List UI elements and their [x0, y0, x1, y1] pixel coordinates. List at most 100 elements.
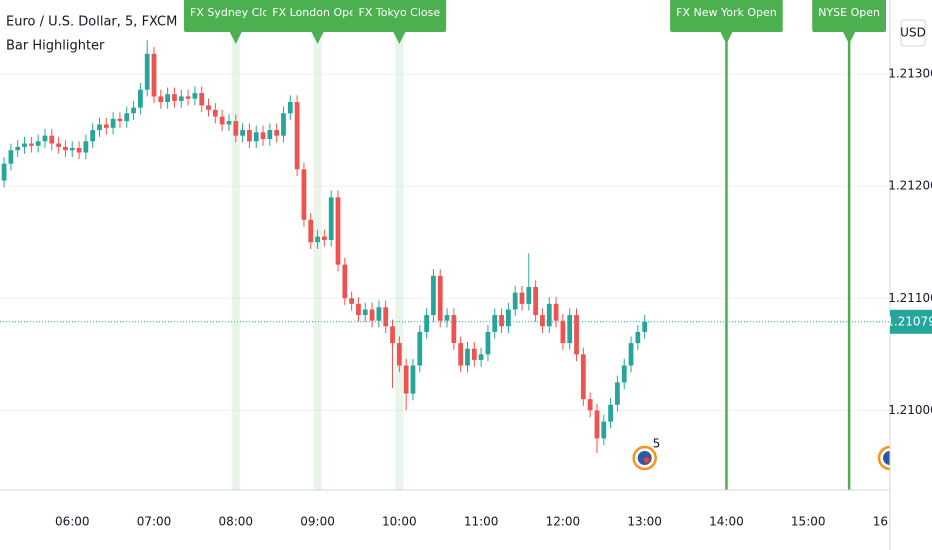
candle-body	[574, 315, 579, 355]
candle-body	[328, 197, 334, 240]
candle-body	[260, 132, 266, 140]
session-box	[266, 0, 369, 32]
session-band	[231, 40, 240, 490]
candle-body	[301, 169, 307, 220]
candle-body	[172, 94, 177, 101]
x-tick-label: 08:00	[218, 515, 253, 529]
candle-body	[158, 96, 164, 103]
price-axis-panel	[890, 0, 932, 550]
x-tick-label: 06:00	[55, 515, 90, 529]
candle-body	[63, 146, 68, 151]
x-tick-label: 09:00	[300, 515, 335, 529]
candle-body	[417, 331, 423, 366]
session-label: FX Sydney Close	[190, 6, 282, 19]
candle-body	[471, 348, 477, 360]
session-pointer	[843, 32, 856, 44]
candle-body	[42, 135, 48, 142]
session-pointer	[229, 32, 242, 44]
candle-body	[437, 275, 443, 321]
candle-body	[621, 365, 627, 383]
candle-body	[546, 303, 552, 327]
candle-body	[267, 130, 273, 140]
candle-body	[635, 331, 641, 344]
candle-body	[8, 150, 14, 164]
candle-body	[226, 121, 232, 125]
candle-body	[431, 275, 436, 316]
candle-body	[219, 116, 225, 125]
price-tag	[890, 309, 932, 334]
candle-body	[117, 118, 123, 122]
candle-body	[615, 382, 620, 405]
session-pointer	[393, 32, 406, 44]
candle-body	[28, 143, 34, 146]
candle-body	[349, 298, 355, 304]
candle-body	[492, 315, 498, 332]
candle-body	[151, 53, 157, 97]
candle-body	[390, 326, 395, 344]
candle-body	[628, 343, 634, 366]
candle-body	[485, 331, 491, 355]
candle-body	[362, 309, 368, 316]
candle-body	[294, 102, 300, 170]
candle-body	[206, 105, 211, 110]
candle-body	[465, 348, 470, 366]
session-box	[670, 0, 783, 32]
session-band	[313, 40, 322, 490]
candle-body	[512, 292, 518, 310]
session-box	[812, 0, 886, 32]
indicator-name: Bar Highlighter	[6, 39, 105, 54]
candle-body	[83, 141, 89, 153]
candle-body	[342, 264, 348, 299]
candles	[1, 40, 648, 453]
candle-body	[110, 118, 116, 128]
session-box	[352, 0, 447, 32]
candle-body	[451, 315, 457, 344]
candle-body	[103, 124, 109, 128]
x-tick-label: 14:00	[709, 515, 744, 529]
y-tick-label: 1.21100	[888, 291, 932, 305]
candle-body	[69, 148, 75, 151]
candle-body	[526, 287, 532, 304]
candle-body	[308, 219, 314, 243]
candle-body	[594, 410, 600, 439]
x-tick-label: 13:00	[627, 515, 662, 529]
candle-body	[131, 107, 136, 114]
candle-body	[253, 132, 259, 142]
candle-body	[458, 343, 464, 366]
session-pointer	[720, 32, 733, 44]
candle-body	[49, 135, 55, 144]
candle-body	[212, 109, 218, 117]
candle-body	[499, 315, 504, 327]
x-tick-label: 12:00	[546, 515, 581, 529]
candle-body	[560, 320, 566, 344]
candle-body	[233, 121, 239, 136]
candle-body	[185, 96, 191, 99]
session-label: NYSE Open	[818, 6, 880, 19]
candle-body	[15, 146, 21, 151]
x-tick-label: 11:00	[464, 515, 499, 529]
candle-body	[178, 96, 184, 101]
currency-label[interactable]: USD	[900, 26, 926, 40]
candle-body	[90, 130, 96, 142]
price-tag-label: 1.21079	[886, 314, 932, 328]
y-tick-label: 1.21200	[888, 179, 932, 193]
candle-body	[369, 309, 375, 321]
candle-body	[608, 404, 613, 422]
session-label: FX Tokyo Close	[359, 6, 441, 19]
candle-body	[424, 315, 429, 332]
candle-body	[601, 421, 607, 439]
candle-body	[519, 292, 525, 304]
candle-body	[97, 124, 102, 131]
candle-body	[137, 89, 143, 108]
y-tick-label: 1.21300	[888, 67, 932, 81]
chart-title: Euro / U.S. Dollar, 5, FXCM	[6, 15, 177, 30]
currency-button[interactable]	[900, 19, 926, 47]
candle-body	[553, 303, 559, 321]
candle-body	[356, 303, 361, 316]
candle-body	[642, 321, 648, 332]
x-tick-label: 10:00	[382, 515, 417, 529]
